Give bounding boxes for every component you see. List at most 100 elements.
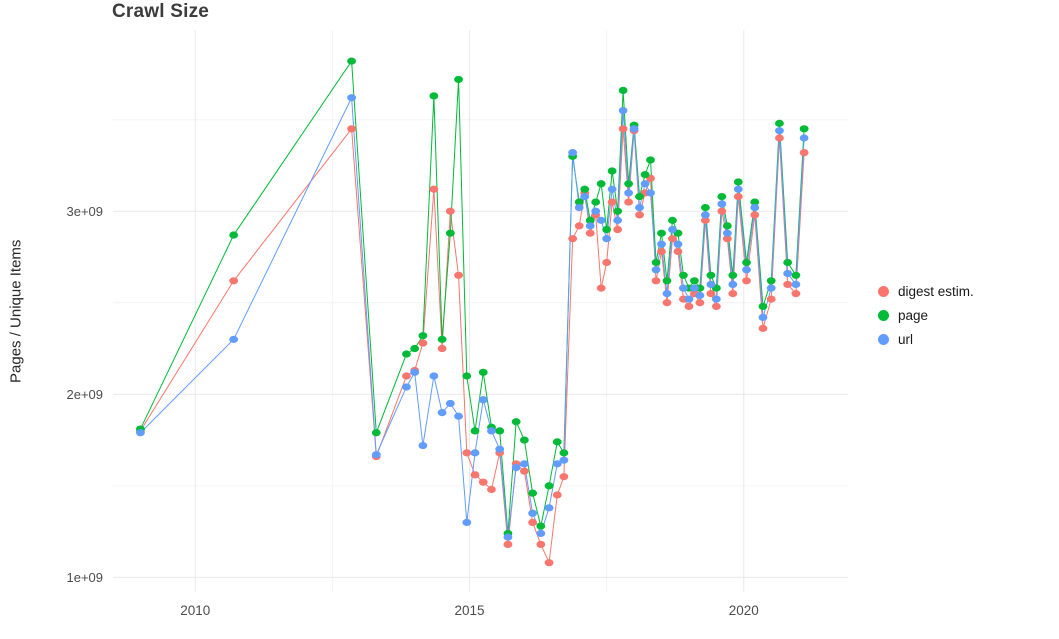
data-point-digest-estim-	[519, 467, 529, 475]
data-point-url	[766, 284, 776, 292]
data-point-digest-estim-	[559, 473, 569, 481]
data-point-url	[758, 313, 768, 322]
data-point-url	[646, 189, 655, 197]
data-point-page	[657, 229, 666, 237]
data-point-digest-estim-	[700, 216, 710, 224]
legend-label-url: url	[898, 332, 914, 347]
data-point-url	[799, 134, 809, 142]
legend-item-digest: digest estim.	[878, 284, 974, 299]
data-point-url	[711, 295, 721, 303]
data-point-page	[437, 335, 447, 343]
data-point-digest-estim-	[607, 198, 617, 206]
data-point-digest-estim-	[706, 290, 716, 298]
data-point-digest-estim-	[635, 211, 644, 219]
data-point-page	[717, 192, 727, 201]
data-point-page	[454, 75, 463, 84]
data-point-digest-estim-	[552, 491, 562, 499]
data-point-url	[429, 372, 439, 380]
data-point-url	[700, 211, 710, 219]
data-point-digest-estim-	[728, 290, 738, 298]
data-point-page	[662, 277, 672, 285]
data-point-page	[462, 372, 472, 380]
data-point-url	[528, 509, 538, 517]
data-point-digest-estim-	[722, 235, 732, 243]
data-point-page	[791, 271, 801, 279]
data-point-digest-estim-	[544, 559, 554, 567]
data-point-page	[607, 167, 617, 175]
data-point-url	[371, 451, 381, 459]
data-point-digest-estim-	[651, 277, 661, 285]
data-point-url	[574, 203, 584, 212]
data-point-digest-estim-	[347, 125, 357, 133]
data-point-digest-estim-	[791, 290, 801, 298]
data-point-digest-estim-	[503, 540, 513, 549]
data-point-digest-estim-	[799, 149, 809, 157]
data-point-url	[552, 460, 562, 468]
data-point-url	[722, 229, 732, 237]
data-point-page	[511, 418, 521, 426]
data-point-url	[580, 192, 590, 201]
legend-label-digest: digest estim.	[898, 284, 974, 299]
data-point-page	[580, 185, 590, 193]
legend-swatch-digest-icon	[878, 286, 889, 297]
data-point-page	[690, 277, 699, 285]
data-point-digest-estim-	[758, 324, 768, 332]
data-point-digest-estim-	[454, 271, 463, 279]
data-point-url	[602, 235, 612, 243]
data-point-page	[640, 171, 650, 179]
x-tick-label: 2015	[455, 603, 485, 618]
data-point-page	[536, 522, 546, 530]
data-point-page	[371, 429, 381, 437]
data-point-digest-estim-	[684, 302, 694, 311]
x-tick-label: 2010	[180, 603, 210, 618]
data-point-url	[775, 127, 784, 135]
data-point-url	[437, 408, 447, 417]
data-point-page	[418, 332, 428, 340]
data-point-digest-estim-	[750, 211, 760, 219]
data-point-digest-estim-	[574, 222, 584, 230]
data-point-digest-estim-	[418, 339, 428, 347]
legend-item-page: page	[878, 308, 974, 323]
data-point-url	[347, 94, 357, 102]
data-point-url	[454, 412, 463, 420]
data-point-page	[574, 198, 584, 206]
chart-title: Crawl Size	[112, 1, 210, 22]
data-point-url	[640, 180, 650, 188]
data-point-url	[791, 280, 801, 289]
data-point-url	[690, 284, 699, 292]
data-point-page	[728, 271, 738, 279]
data-point-page	[528, 489, 538, 497]
data-point-page	[347, 57, 357, 65]
legend: digest estim. page url	[878, 284, 974, 347]
y-tick-label: 3e+09	[66, 204, 103, 219]
data-point-page	[775, 119, 784, 127]
data-point-url	[635, 203, 644, 212]
data-point-page	[758, 302, 768, 311]
data-point-url	[568, 149, 578, 157]
data-point-digest-estim-	[470, 471, 480, 479]
data-point-page	[668, 216, 677, 224]
data-point-digest-estim-	[733, 192, 743, 201]
data-point-page	[733, 178, 743, 186]
data-point-digest-estim-	[528, 518, 538, 527]
y-tick-label: 2e+09	[66, 387, 103, 402]
data-point-page	[624, 180, 633, 188]
data-point-page	[602, 225, 612, 234]
data-point-url	[607, 185, 617, 193]
data-point-url	[136, 429, 145, 437]
data-point-url	[717, 200, 727, 208]
data-point-page	[742, 258, 751, 267]
data-point-digest-estim-	[662, 299, 672, 307]
data-point-url	[706, 280, 716, 289]
data-point-page	[783, 258, 793, 267]
data-point-url	[462, 518, 472, 527]
data-point-url	[679, 284, 688, 292]
data-point-digest-estim-	[445, 207, 455, 215]
data-point-url	[668, 225, 677, 234]
series-line-page	[139, 59, 805, 534]
data-point-digest-estim-	[462, 449, 472, 457]
data-point-digest-estim-	[618, 125, 628, 133]
data-point-url	[684, 295, 694, 303]
data-point-url	[728, 280, 738, 289]
legend-item-url: url	[878, 332, 974, 347]
